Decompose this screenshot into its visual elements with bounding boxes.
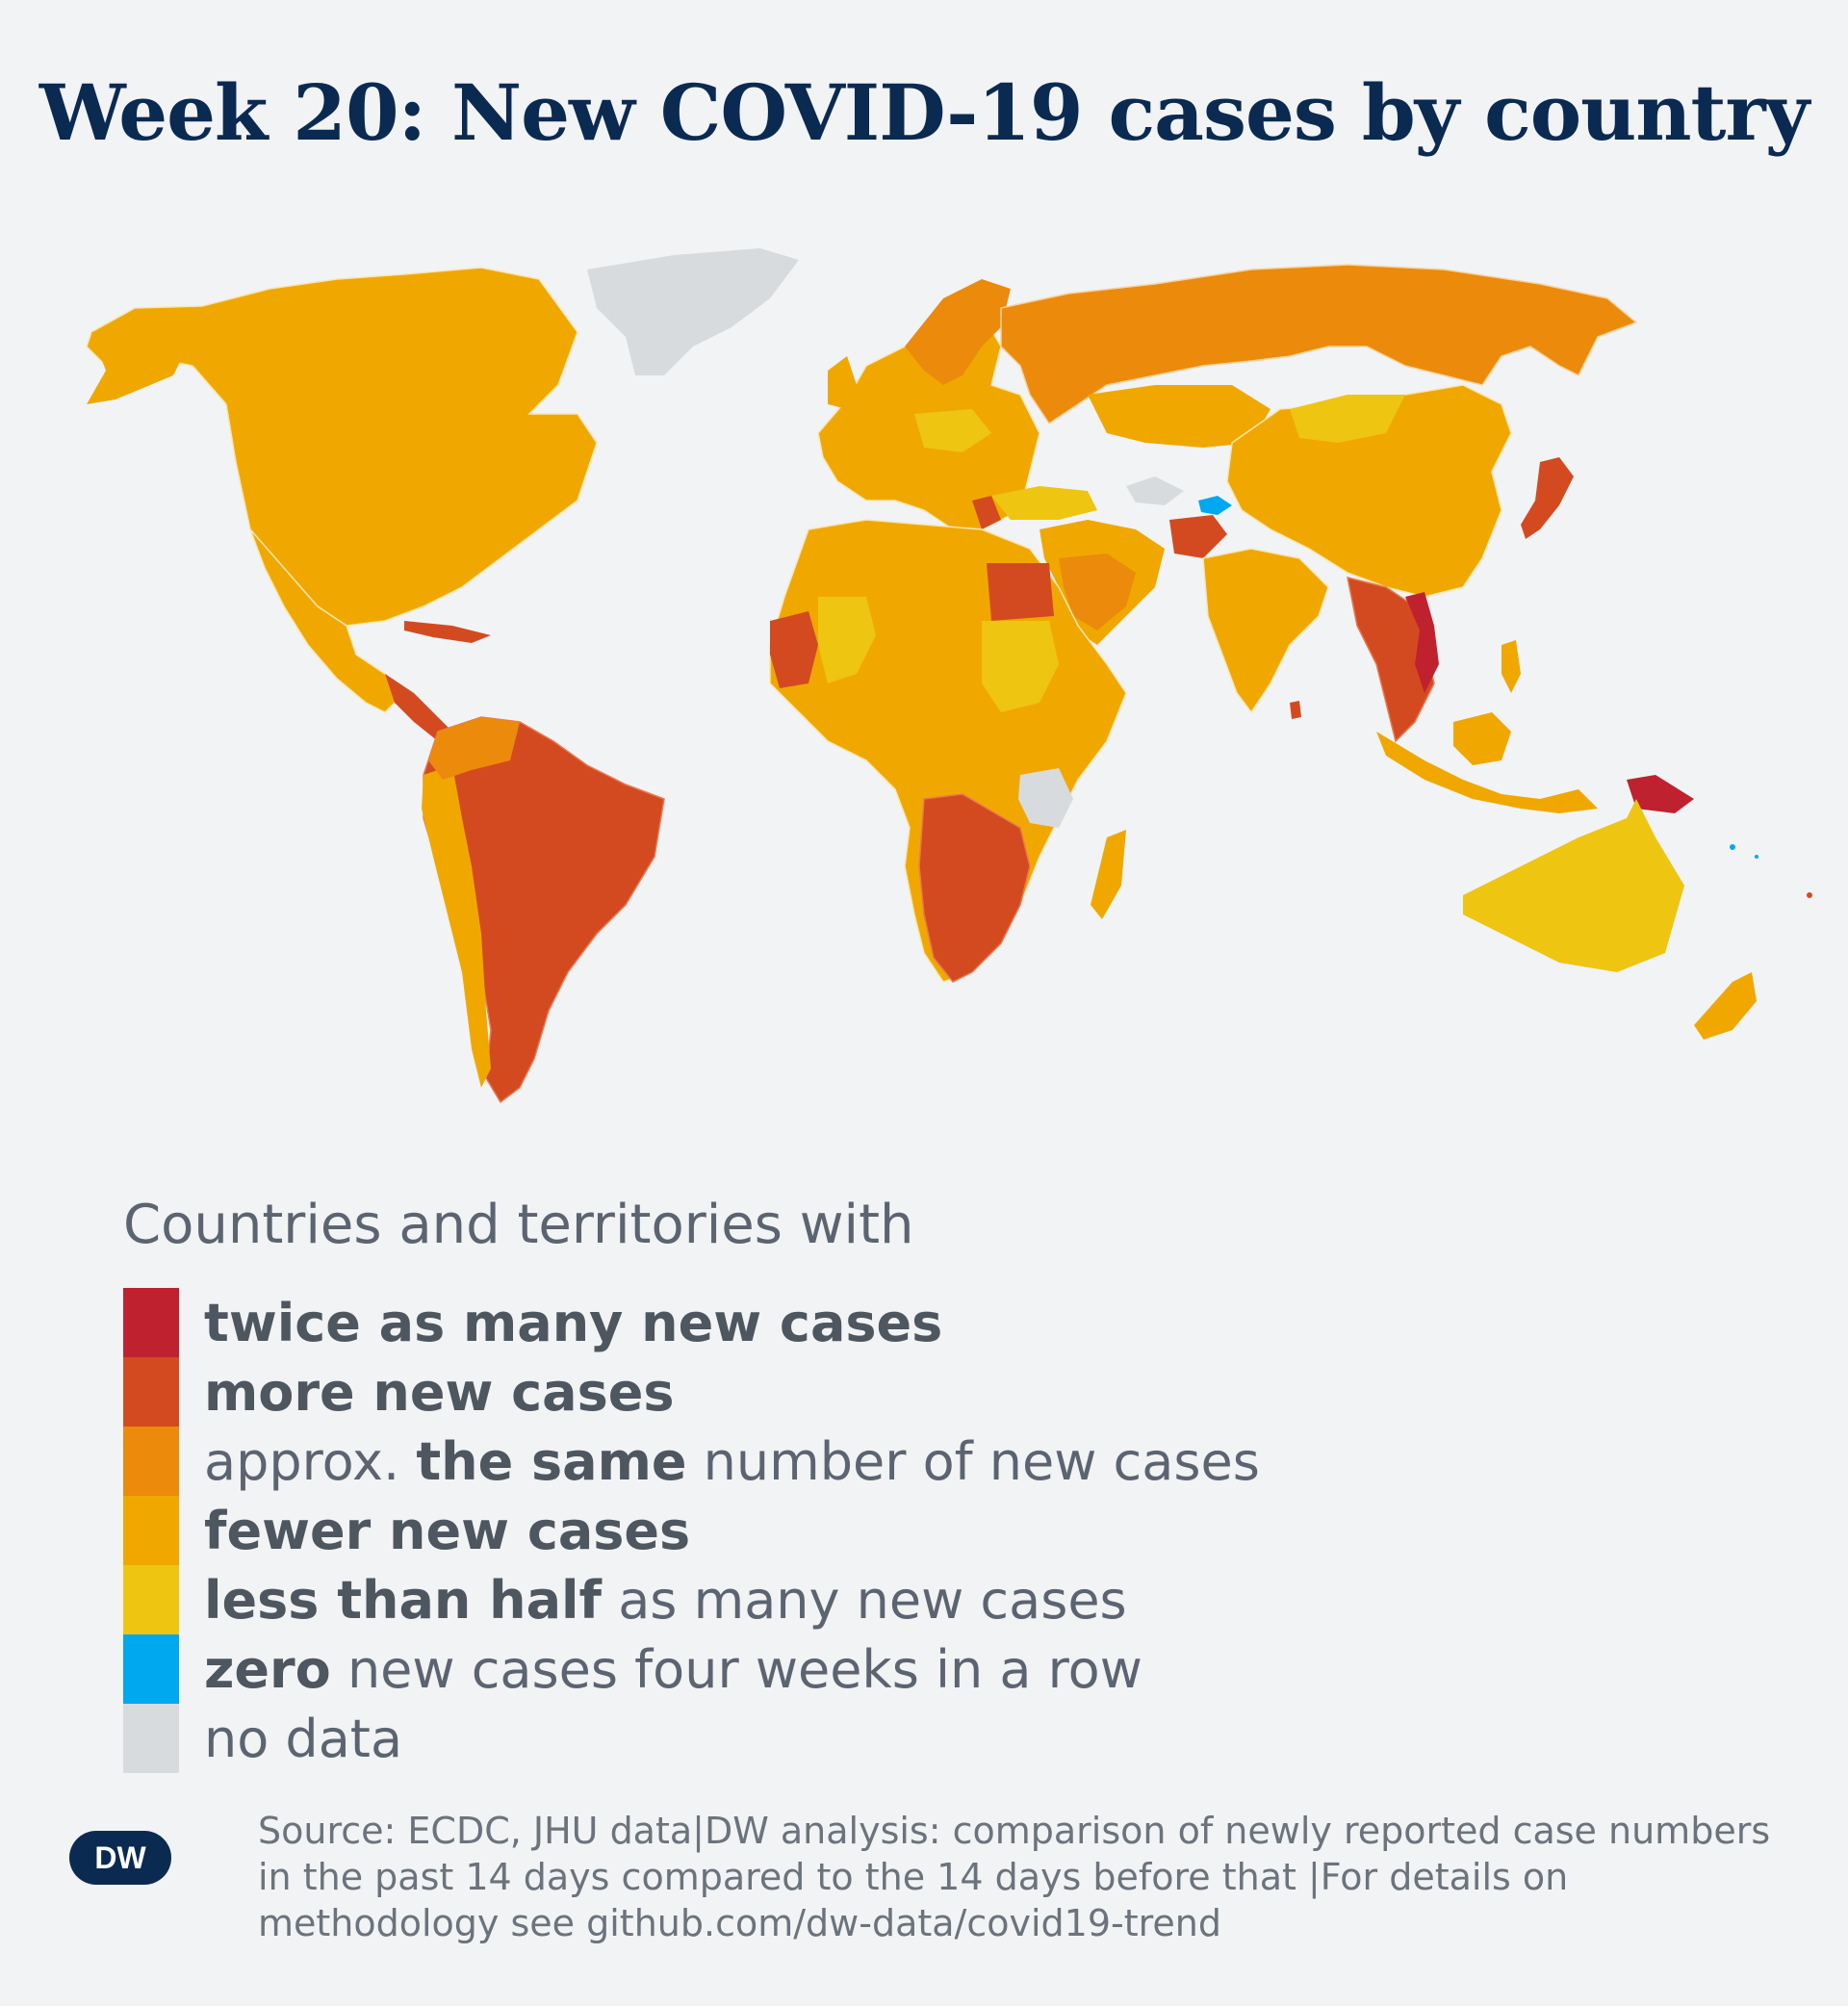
region-borneo [1453,712,1511,765]
region-central-asia-nodata [1126,476,1184,505]
dw-logo-text: DW [94,1840,146,1875]
region-afghanistan [1169,515,1227,558]
region-australia [1463,799,1684,972]
region-sudan [982,621,1059,712]
legend-label: no data [204,1708,403,1769]
legend-swatch [123,1496,179,1565]
region-caribbean [404,621,491,643]
legend-label: twice as many new cases [204,1292,943,1353]
legend: twice as many new cases more new cases a… [123,1288,1260,1773]
region-scandinavia [905,279,1011,385]
page-title: Week 20: New COVID-19 cases by country [38,67,1810,158]
legend-item-more: more new cases [123,1357,1260,1427]
legend-item-less-than-half: less than half as many new cases [123,1565,1260,1634]
region-greece [972,496,1001,529]
region-new-zealand [1694,972,1757,1040]
region-andes [422,765,491,1088]
legend-swatch [123,1704,179,1773]
region-north-america [86,267,598,627]
legend-item-same: approx. the same number of new cases [123,1427,1260,1496]
legend-intro: Countries and territories with [123,1194,914,1256]
region-vietnam [1405,592,1439,693]
region-southeast-asia [1347,576,1435,743]
legend-swatch [123,1565,179,1634]
region-pacific-islands-3 [1807,892,1812,898]
legend-label: less than half as many new cases [204,1569,1127,1631]
region-alaska [87,318,192,404]
region-southern-africa [918,793,1031,983]
region-venezuela-colombia [428,717,520,780]
region-india [1202,548,1329,714]
dw-logo-icon: DW [69,1831,171,1885]
legend-item-no-data: no data [123,1704,1260,1773]
world-map [86,248,1812,1104]
region-west-africa-north [770,611,818,688]
legend-label: zero new cases four weeks in a row [204,1638,1142,1700]
region-greenland [587,248,799,375]
region-tanzania-nodata [1018,768,1073,828]
region-pacific-islands-2 [1755,855,1758,859]
region-papua [1627,775,1694,813]
region-indonesia [1376,732,1598,813]
region-central-europe [914,409,991,452]
region-russia [1000,264,1638,425]
region-tajikistan [1198,496,1232,515]
legend-swatch [123,1634,179,1704]
region-madagascar [1091,830,1126,919]
legend-item-twice: twice as many new cases [123,1288,1260,1357]
region-egypt [987,563,1054,621]
region-mali [818,597,876,683]
legend-label: fewer new cases [204,1500,691,1561]
region-sri-lanka [1290,701,1301,719]
source-note: Source: ECDC, JHU data|DW analysis: comp… [258,1810,1771,1944]
legend-item-fewer: fewer new cases [123,1496,1260,1565]
legend-swatch [123,1288,179,1357]
region-saudi [1059,553,1136,630]
region-turkey [991,486,1097,520]
region-central-america [385,674,452,741]
region-mexico [249,528,406,713]
region-japan [1521,457,1574,539]
legend-item-zero: zero new cases four weeks in a row [123,1634,1260,1704]
region-mongolia [1290,395,1405,443]
region-pacific-islands [1730,844,1735,850]
region-uk [828,356,857,409]
legend-swatch [123,1427,179,1496]
region-kazakhstan [1088,385,1270,448]
legend-swatch [123,1357,179,1427]
legend-label: more new cases [204,1361,675,1423]
legend-label: approx. the same number of new cases [204,1430,1260,1492]
region-philippines [1502,640,1521,693]
